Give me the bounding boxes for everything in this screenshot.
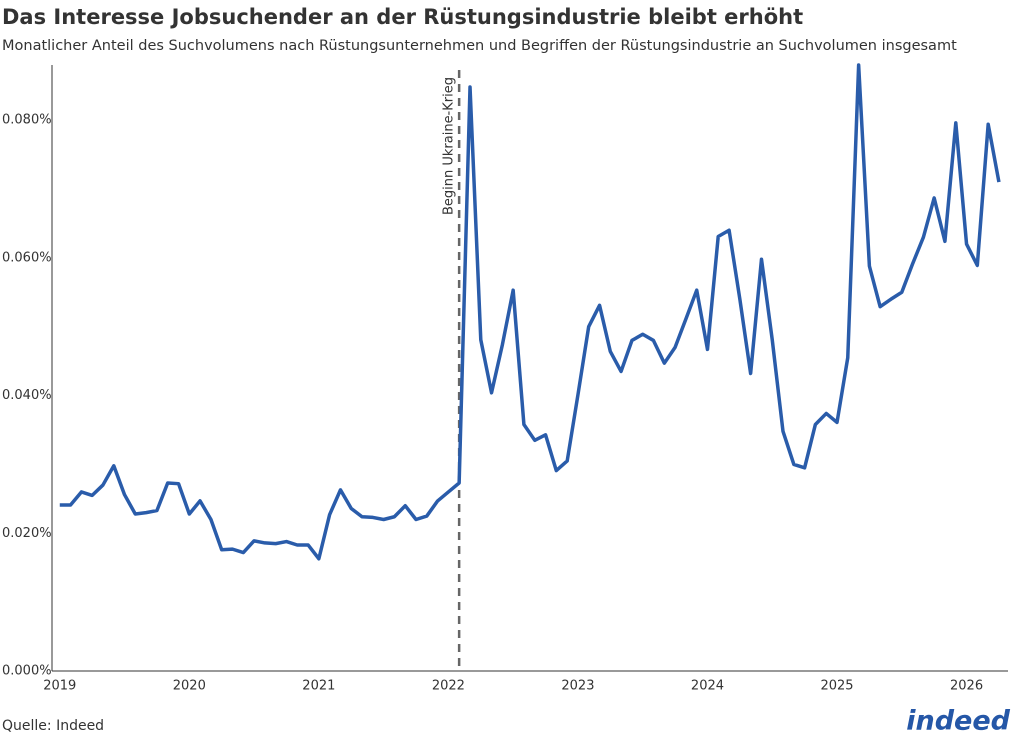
x-tick-label: 2019 — [43, 679, 76, 694]
x-tick-label: 2026 — [950, 679, 983, 694]
x-tick-label: 2021 — [302, 679, 335, 694]
source: Quelle: Indeed — [2, 718, 104, 734]
y-tick-label: 0.020% — [2, 526, 52, 541]
y-tick-label: 0.000% — [2, 664, 52, 679]
y-tick-label: 0.060% — [2, 250, 52, 265]
annotation-label: Beginn Ukraine-Krieg — [442, 77, 457, 215]
x-tick-label: 2023 — [561, 679, 594, 694]
chart-title: Das Interesse Jobsuchender an der Rüstun… — [2, 5, 803, 29]
y-tick-label: 0.040% — [2, 388, 52, 403]
logo: indeed — [906, 706, 1010, 737]
x-tick-label: 2022 — [432, 679, 465, 694]
x-tick-label: 2024 — [691, 679, 724, 694]
x-tick-label: 2025 — [820, 679, 853, 694]
chart-subtitle: Monatlicher Anteil des Suchvolumens nach… — [2, 38, 957, 54]
y-tick-label: 0.080% — [2, 113, 52, 128]
x-tick-label: 2020 — [173, 679, 206, 694]
data-line — [59, 63, 1001, 561]
